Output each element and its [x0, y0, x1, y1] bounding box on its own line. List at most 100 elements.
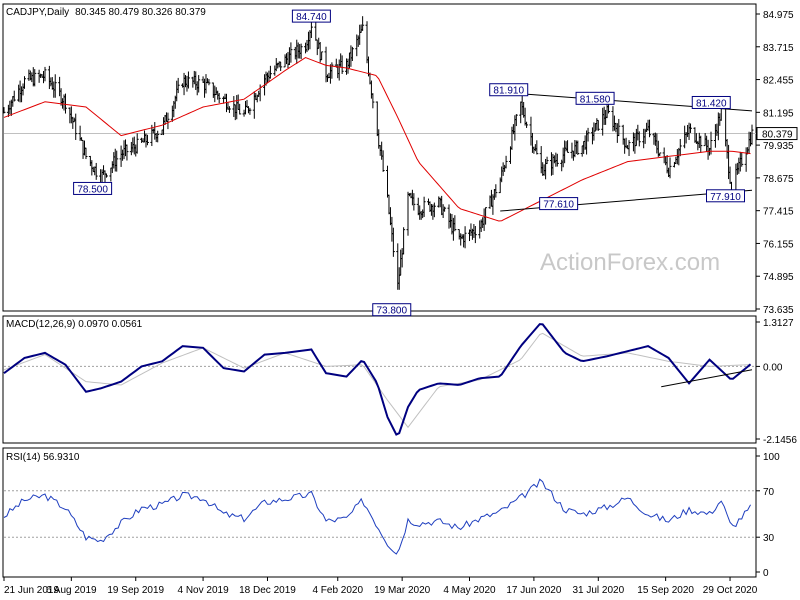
level-box	[539, 197, 579, 211]
ohlc-bar	[186, 71, 190, 89]
level-annotation: 81.420	[691, 95, 731, 109]
level-box	[291, 9, 331, 23]
x-tick-label: 18 Dec 2019	[239, 585, 296, 596]
ohlc-bar	[197, 75, 201, 93]
level-annotation: 81.910	[489, 83, 529, 97]
ohlc-bar	[330, 62, 334, 79]
level-annotation: 78.500	[73, 181, 113, 195]
ohlc-bar	[422, 196, 426, 217]
level-box	[575, 91, 615, 105]
ohlc-bar	[473, 225, 477, 244]
ohlc-bar	[596, 119, 600, 131]
ohlc-bar	[627, 140, 631, 157]
x-tick-label: 4 Feb 2020	[312, 585, 363, 596]
level-box	[706, 189, 746, 203]
ohlc-bar	[104, 173, 108, 178]
ohlc-bar	[535, 140, 539, 155]
level-label: 77.610	[543, 200, 574, 211]
ohlc-bar	[361, 16, 365, 31]
macd-y-tick-label: 0.00	[763, 362, 783, 373]
macd-panel	[2, 315, 757, 444]
ohlc-bar	[207, 79, 211, 86]
rsi-panel	[2, 447, 757, 578]
macd-line	[3, 323, 752, 436]
price-y-tick-label: 77.415	[763, 207, 794, 218]
ohlc-bar	[709, 131, 713, 155]
level-box	[372, 303, 412, 317]
ohlc-bar	[750, 124, 754, 145]
ohlc-bar	[504, 155, 508, 169]
price-y-tick-label: 73.635	[763, 305, 794, 316]
ohlc-bar	[238, 103, 242, 115]
ohlc-bar	[12, 90, 16, 102]
level-label: 73.800	[376, 306, 407, 317]
ohlc-bar	[412, 193, 416, 211]
ohlc-bar	[125, 144, 129, 161]
price-y-tick-label: 82.455	[763, 76, 794, 87]
ohlc-bar	[514, 114, 518, 127]
price-y-tick-label: 84.975	[763, 10, 794, 21]
price-y-tick-label: 78.675	[763, 174, 794, 185]
ohlc-bar	[371, 93, 375, 109]
macd-title: MACD(12,26,9) 0.0970 0.0561	[6, 319, 143, 330]
ohlc-bar	[648, 119, 652, 138]
rsi-title: RSI(14) 56.9310	[6, 452, 80, 463]
ohlc-bar	[494, 184, 498, 198]
x-tick-label: 15 Sep 2020	[637, 585, 694, 596]
rsi-y-tick-label: 100	[763, 452, 780, 463]
price-title: CADJPY,Daily 80.345 80.479 80.326 80.379	[6, 7, 206, 18]
level-label: 84.740	[296, 12, 327, 23]
level-box	[73, 181, 113, 195]
x-tick-label: 19 Mar 2020	[374, 585, 431, 596]
x-tick-label: 31 Jul 2020	[572, 585, 624, 596]
ohlc-bar	[176, 77, 180, 94]
price-y-tick-label: 83.715	[763, 43, 794, 54]
ohlc-bar	[63, 93, 67, 114]
price-plot: 84.740 78.500 73.800 81.910 81.580 81.420 77.6…	[2, 9, 756, 317]
moving-average-line	[3, 57, 751, 222]
level-annotation: 77.610	[539, 197, 579, 211]
level-annotation: 77.910	[706, 189, 746, 203]
price-y-tick-label: 79.935	[763, 141, 794, 152]
ohlc-bar	[279, 61, 283, 71]
rsi-y-tick-label: 70	[763, 487, 775, 498]
level-label: 81.420	[696, 98, 727, 109]
ohlc-bar	[678, 138, 682, 157]
x-tick-label: 4 May 2020	[443, 585, 496, 596]
x-tick-label: 17 Jun 2020	[506, 585, 561, 596]
ohlc-bar	[443, 206, 447, 212]
ohlc-bar	[166, 112, 170, 130]
level-annotation: 81.580	[575, 91, 615, 105]
ohlc-bar	[135, 133, 139, 154]
ohlc-bar	[463, 226, 467, 249]
ohlc-bar	[555, 153, 559, 167]
ohlc-bar	[33, 69, 37, 87]
level-annotation: 84.740	[291, 9, 331, 23]
x-tick-label: 19 Sep 2019	[107, 585, 164, 596]
level-label: 78.500	[77, 184, 108, 195]
x-tick-label: 6 Aug 2019	[46, 585, 97, 596]
level-label: 81.910	[493, 86, 524, 97]
level-box	[489, 83, 529, 97]
ohlc-bar	[576, 140, 580, 155]
price-y-tick-label: 74.895	[763, 272, 794, 283]
rsi-y-tick-label: 0	[763, 568, 769, 579]
ohlc-bar	[156, 130, 160, 143]
ohlc-bar	[115, 150, 119, 172]
ohlc-bar	[84, 147, 88, 160]
rsi-y-tick-label: 30	[763, 533, 775, 544]
level-label: 77.910	[710, 192, 741, 203]
level-box	[691, 95, 731, 109]
ohlc-bar	[637, 131, 641, 147]
ohlc-bar	[402, 227, 406, 255]
ohlc-bar	[566, 140, 570, 153]
ohlc-bar	[350, 46, 354, 61]
last-price-tag: 80.379	[756, 127, 798, 141]
ohlc-bar	[381, 150, 385, 172]
x-tick-label: 21 Jun 2019	[4, 585, 59, 596]
watermark: ActionForex.com	[540, 249, 720, 276]
ohlc-bar	[668, 157, 672, 179]
ohlc-bar	[74, 113, 78, 140]
ohlc-bar	[453, 215, 457, 232]
ohlc-bar	[320, 51, 324, 61]
